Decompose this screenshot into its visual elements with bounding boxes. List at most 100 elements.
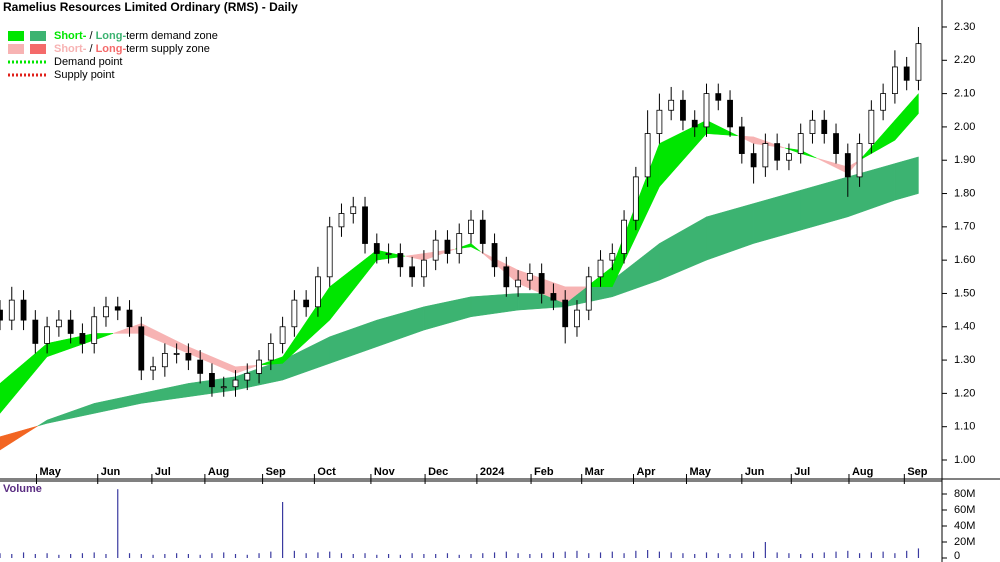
candle-body <box>32 319 39 344</box>
x-tick-label: Jul <box>794 466 810 478</box>
candle-body <box>821 119 828 134</box>
y-tick-label: 1.90 <box>954 154 975 166</box>
legend-text: Supply point <box>54 69 115 81</box>
y-tick-label: 2.10 <box>954 88 975 100</box>
candle-body <box>315 276 321 308</box>
candle-body <box>161 353 168 368</box>
candle-body <box>892 66 898 95</box>
y-tick-label: 1.50 <box>954 287 975 299</box>
volume-tick-label: 20M <box>954 536 975 548</box>
x-tick-label: Sep <box>907 466 927 478</box>
x-tick-label: Dec <box>428 466 448 478</box>
zone-band <box>894 92 919 141</box>
candle-body <box>621 219 627 254</box>
candle-body <box>515 279 521 288</box>
y-tick-label: 1.60 <box>954 254 975 266</box>
legend-label: Demand point <box>54 56 123 68</box>
y-tick-label: 1.70 <box>954 221 975 233</box>
candle-body <box>656 109 663 134</box>
legend-swatch <box>8 31 24 41</box>
volume-panel: 0 20M 40M 60M 80M <box>0 488 975 562</box>
candle-body <box>562 299 569 328</box>
legend-text: Short- <box>54 30 87 42</box>
candle-body <box>797 133 804 154</box>
candle-body <box>91 316 98 344</box>
candle-body <box>468 219 474 234</box>
candle-body <box>774 143 781 161</box>
candle-body <box>915 43 922 81</box>
candle-body <box>856 143 863 178</box>
legend-text: Long- <box>96 43 127 55</box>
legend-text: Long- <box>96 30 127 42</box>
y-tick-label: 2.20 <box>954 54 975 66</box>
candle-body <box>0 309 3 321</box>
candle-body <box>632 176 639 221</box>
candle-body <box>256 359 262 374</box>
candle-body <box>609 253 616 261</box>
candle-body <box>597 259 604 278</box>
candle-body <box>103 306 109 318</box>
legend-text: term demand zone <box>126 30 218 42</box>
legend-text: / <box>86 43 95 55</box>
candle-body <box>727 99 733 128</box>
volume-tick-label: 80M <box>954 488 975 500</box>
candle-body <box>762 143 769 168</box>
y-tick-label: 2.00 <box>954 121 975 133</box>
zone-band <box>0 425 38 451</box>
candle-body <box>114 306 121 311</box>
candle-body <box>350 206 357 214</box>
x-tick-label: Jun <box>745 466 765 478</box>
candle-body <box>79 333 86 344</box>
zone-band <box>894 156 919 201</box>
candle-body <box>397 253 404 268</box>
candle-body <box>338 213 345 228</box>
candle-body <box>220 386 227 389</box>
candle-body <box>232 379 239 388</box>
y-tick-label: 1.10 <box>954 421 975 433</box>
y-tick-label: 2.30 <box>954 21 975 33</box>
volume-tick-label: 40M <box>954 520 975 532</box>
y-tick-label: 1.20 <box>954 387 975 399</box>
x-tick-label: Aug <box>852 466 873 478</box>
candle-body <box>138 326 145 371</box>
y-tick-label: 1.40 <box>954 321 975 333</box>
candle-body <box>55 319 62 328</box>
candle-body <box>197 359 204 374</box>
candle-body <box>503 266 510 288</box>
candle-body <box>491 243 498 268</box>
candle-body <box>44 326 50 344</box>
candle-body <box>444 239 451 254</box>
legend-text: Demand point <box>54 56 123 68</box>
legend-swatch <box>30 31 46 41</box>
zone-band <box>753 136 786 149</box>
candle-body <box>303 299 310 308</box>
candle-body <box>786 153 792 161</box>
x-tick-label: May <box>689 466 711 478</box>
candle-body <box>479 219 486 244</box>
x-tick-label: Aug <box>208 466 229 478</box>
candle-body <box>373 243 380 254</box>
candle-body <box>456 233 463 254</box>
candle-body <box>279 326 286 344</box>
volume-label: Volume <box>3 483 42 495</box>
candle-body <box>680 99 686 121</box>
volume-tick-label: 0 <box>954 550 960 562</box>
candle-body <box>703 93 710 128</box>
candle-body <box>809 119 816 134</box>
candle-body <box>691 119 698 128</box>
candle-body <box>385 253 392 255</box>
volume-tick-label: 60M <box>954 504 975 516</box>
legend-swatch <box>8 44 24 54</box>
candle-body <box>750 153 757 168</box>
candle-body <box>432 239 439 261</box>
x-tick-label: May <box>40 466 62 478</box>
candle-body <box>150 366 156 371</box>
x-tick-label: Oct <box>317 466 336 478</box>
candles <box>0 26 922 397</box>
candle-body <box>526 273 533 281</box>
candle-body <box>173 353 180 355</box>
y-tick-label: 1.00 <box>954 454 975 466</box>
